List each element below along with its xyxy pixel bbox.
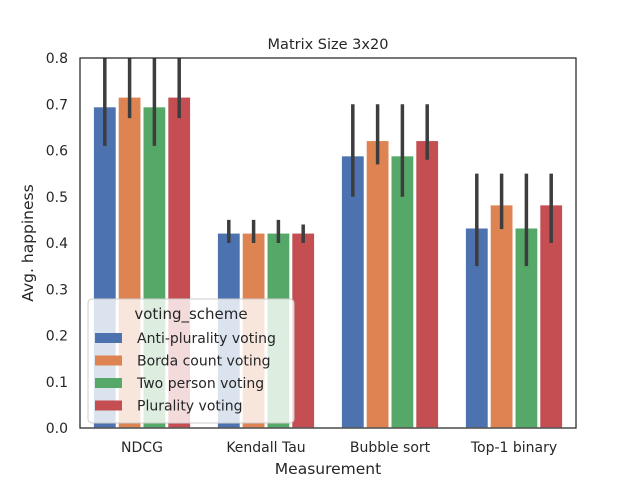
legend-label: Plurality voting [137,399,243,415]
x-tick-label: NDCG [121,440,163,456]
legend-swatch [95,355,122,366]
y-tick-label: 0.2 [46,329,68,345]
legend-label: Borda count voting [137,354,271,370]
y-axis-label: Avg. happiness [19,184,37,301]
legend-label: Two person voting [136,376,264,392]
axes-frame [79,57,577,429]
y-axis-ticks: 0.0 0.1 0.2 0.3 0.4 0.5 0.6 0.7 0.8 [46,51,68,437]
y-tick-label: 0.5 [46,190,68,206]
bar [489,203,515,429]
legend-swatch [95,333,122,343]
y-tick-label: 0.8 [46,51,68,67]
legend-label: Anti-plurality voting [137,331,276,347]
y-tick-label: 0.1 [46,375,68,391]
y-tick-label: 0.4 [46,236,68,252]
legend: voting_scheme Anti-plurality voting Borda … [87,298,295,424]
bar [414,139,440,429]
y-tick-label: 0.3 [46,282,68,298]
x-tick-label: Bubble sort [350,440,431,456]
legend-swatch [95,378,122,388]
y-tick-label: 0.7 [46,97,68,113]
bar [290,232,316,429]
x-axis-label: Measurement [275,460,381,478]
bar [365,139,391,429]
legend-box [87,298,295,424]
x-tick-label: Top-1 binary [470,440,557,456]
x-axis-ticks: NDCG Kendall Tau Bubble sort Top-1 binary [121,440,557,456]
chart-title: Matrix Size 3x20 [268,37,389,53]
x-tick-label: Kendall Tau [226,440,305,456]
y-tick-label: 0.0 [46,421,68,437]
y-tick-label: 0.6 [46,144,68,160]
legend-swatch [95,400,122,411]
legend-title: voting_scheme [134,305,247,324]
